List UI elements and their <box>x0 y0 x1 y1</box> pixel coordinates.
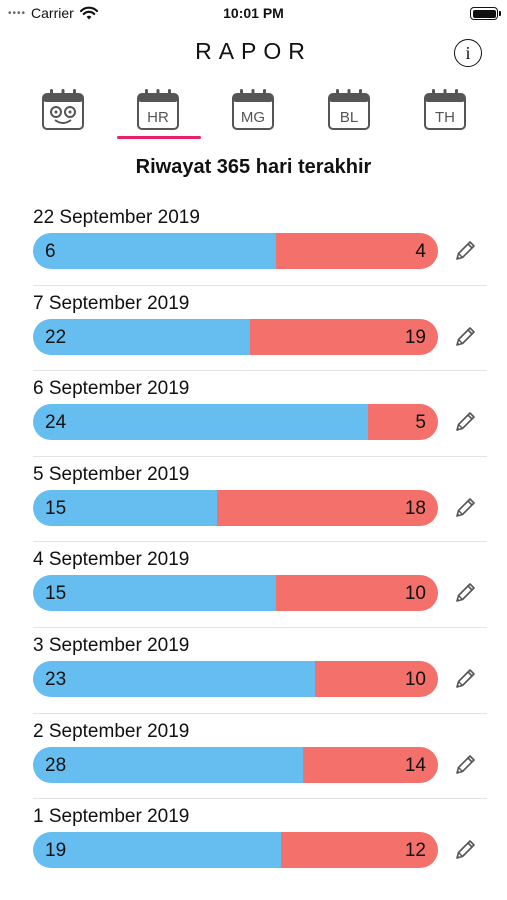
row-divider <box>33 455 487 457</box>
list-item: 2 September 2019 28 14 <box>0 714 507 800</box>
red-value: 12 <box>404 840 426 862</box>
score-bar-blue: 23 <box>33 660 316 697</box>
edit-pencil-icon[interactable] <box>452 752 478 778</box>
tab-label: MG <box>241 109 265 126</box>
score-bar-blue: 22 <box>33 318 251 355</box>
list-item: 7 September 2019 22 19 <box>0 286 507 372</box>
battery-icon <box>470 7 501 20</box>
score-bar: 28 14 <box>33 746 438 783</box>
score-bar-blue: 15 <box>33 575 276 612</box>
tab-face-calendar[interactable] <box>40 86 86 134</box>
red-value: 10 <box>404 668 426 690</box>
row-divider <box>33 798 487 800</box>
status-bar: •••• Carrier 10:01 PM <box>0 0 507 28</box>
face-calendar-icon <box>42 89 84 130</box>
edit-pencil-icon[interactable] <box>452 837 478 863</box>
row-divider <box>33 626 487 628</box>
red-value: 19 <box>404 326 426 348</box>
blue-value: 6 <box>45 241 56 262</box>
blue-value: 15 <box>45 583 67 605</box>
score-bar-red: 10 <box>276 575 438 612</box>
score-bar-red: 18 <box>217 489 438 526</box>
history-list: 22 September 2019 6 4 7 September 2019 22 19 6… <box>0 200 507 885</box>
score-bar-blue: 19 <box>33 832 282 869</box>
calendar-icon: BL <box>328 89 370 130</box>
entry-date: 5 September 2019 <box>33 463 190 485</box>
score-bar-red: 14 <box>302 746 438 783</box>
row-divider <box>33 284 487 286</box>
tab-label: TH <box>435 109 455 126</box>
list-item: 4 September 2019 15 10 <box>0 542 507 628</box>
row-divider <box>33 541 487 543</box>
blue-value: 28 <box>45 754 67 776</box>
red-value: 18 <box>404 497 426 519</box>
tab-th[interactable]: TH <box>422 86 468 134</box>
score-bar-red: 10 <box>315 660 438 697</box>
edit-pencil-icon[interactable] <box>452 666 478 692</box>
period-tabs: HR MG BL TH <box>0 86 507 142</box>
row-divider <box>33 712 487 714</box>
entry-date: 22 September 2019 <box>33 207 200 228</box>
calendar-icon: HR <box>137 89 179 130</box>
score-bar-red: 5 <box>368 404 438 441</box>
list-item: 22 September 2019 6 4 <box>0 200 507 286</box>
list-item: 3 September 2019 23 10 <box>0 628 507 714</box>
entry-date: 6 September 2019 <box>33 378 190 400</box>
edit-pencil-icon[interactable] <box>452 580 478 606</box>
list-item: 5 September 2019 15 18 <box>0 457 507 543</box>
edit-pencil-icon[interactable] <box>452 495 478 521</box>
signal-dots-icon: •••• <box>8 7 27 19</box>
list-item: 1 September 2019 19 12 <box>0 799 507 885</box>
edit-pencil-icon[interactable] <box>452 324 478 350</box>
score-bar: 15 18 <box>33 489 438 526</box>
score-bar: 15 10 <box>33 575 438 612</box>
blue-value: 15 <box>45 497 67 519</box>
score-bar-blue: 28 <box>33 746 303 783</box>
entry-date: 3 September 2019 <box>33 634 190 656</box>
status-time: 10:01 PM <box>223 5 284 21</box>
score-bar-red: 12 <box>281 832 438 869</box>
edit-pencil-icon[interactable] <box>452 409 478 435</box>
entry-date: 7 September 2019 <box>33 292 190 314</box>
list-item: 6 September 2019 24 5 <box>0 371 507 457</box>
edit-pencil-icon[interactable] <box>452 238 478 264</box>
tab-mg[interactable]: MG <box>230 86 276 134</box>
entry-date: 4 September 2019 <box>33 549 190 571</box>
tab-bl[interactable]: BL <box>326 86 372 134</box>
blue-value: 22 <box>45 326 67 348</box>
calendar-icon: TH <box>424 89 466 130</box>
score-bar-red: 19 <box>250 318 438 355</box>
blue-value: 24 <box>45 412 67 434</box>
red-value: 14 <box>404 754 426 776</box>
score-bar-red: 4 <box>276 233 438 269</box>
score-bar: 24 5 <box>33 404 438 441</box>
active-tab-indicator <box>117 136 201 139</box>
score-bar: 23 10 <box>33 660 438 697</box>
score-bar-blue: 15 <box>33 489 218 526</box>
calendar-icon: MG <box>232 89 274 130</box>
info-button[interactable]: i <box>454 39 482 67</box>
carrier-label: Carrier <box>31 5 74 21</box>
blue-value: 19 <box>45 840 67 862</box>
score-bar-blue: 24 <box>33 404 369 441</box>
tab-label: HR <box>147 109 169 126</box>
page-title: RAPOR <box>195 38 312 64</box>
red-value: 4 <box>415 241 426 262</box>
score-bar: 22 19 <box>33 318 438 355</box>
score-bar: 19 12 <box>33 832 438 869</box>
red-value: 5 <box>415 412 426 434</box>
score-bar-blue: 6 <box>33 233 276 269</box>
tab-hr[interactable]: HR <box>135 86 181 134</box>
entry-date: 1 September 2019 <box>33 806 190 828</box>
history-subtitle: Riwayat 365 hari terakhir <box>135 156 372 178</box>
blue-value: 23 <box>45 668 67 690</box>
row-divider <box>33 370 487 372</box>
tab-label: BL <box>340 109 358 126</box>
wifi-icon <box>79 6 98 20</box>
entry-date: 2 September 2019 <box>33 720 190 742</box>
red-value: 10 <box>404 583 426 605</box>
